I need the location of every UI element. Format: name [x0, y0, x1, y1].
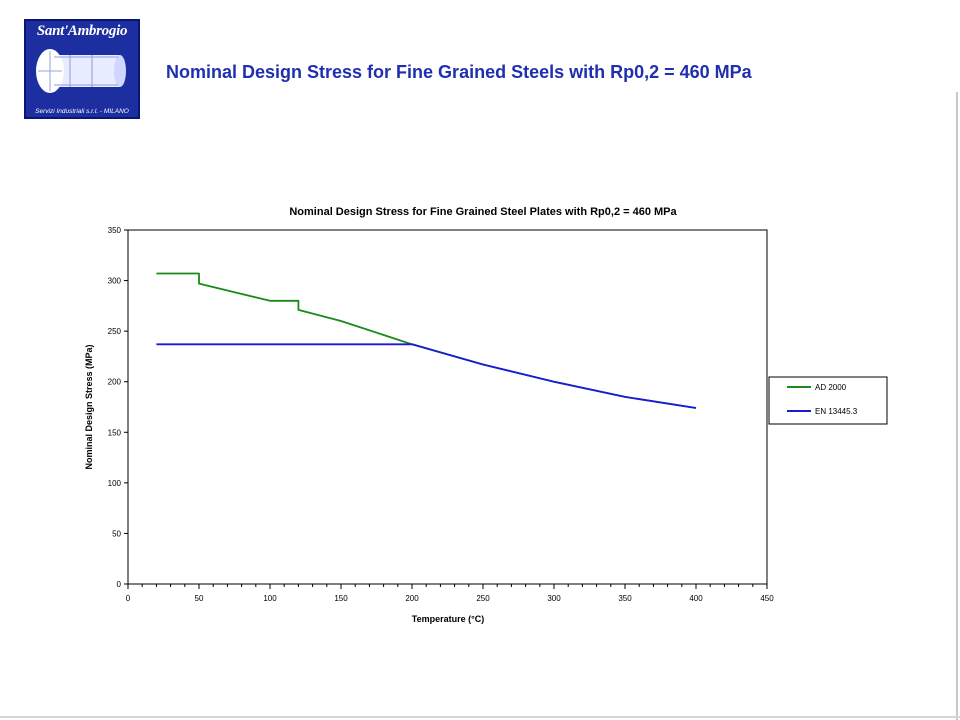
x-tick-label: 350: [618, 594, 632, 603]
heat-exchanger-icon: [36, 49, 126, 93]
y-tick-label: 300: [108, 277, 122, 286]
y-tick-label: 350: [108, 226, 122, 235]
y-tick-label: 0: [117, 580, 122, 589]
series-line-ad2000: [156, 272, 697, 409]
x-tick-label: 100: [263, 594, 277, 603]
legend-label-ad2000: AD 2000: [815, 383, 847, 392]
y-tick-label: 50: [112, 529, 121, 538]
logo-subtitle: Servizi Industriali s.r.l. - MILANO: [35, 108, 129, 115]
legend-box: [768, 376, 888, 425]
x-axis-label: Temperature (°C): [412, 614, 484, 624]
x-axis-ticks: 0 50 100 150 200 250 300 350 400 450: [126, 584, 774, 603]
chart-title: Nominal Design Stress for Fine Grained S…: [289, 206, 677, 218]
legend: AD 2000 EN 13445.3: [768, 376, 888, 425]
x-tick-label: 450: [760, 594, 774, 603]
x-tick-label: 300: [547, 594, 561, 603]
plot-area-frame: [127, 229, 768, 585]
x-tick-label: 200: [405, 594, 419, 603]
bottom-border-line: [0, 716, 960, 718]
series-lines: [156, 272, 697, 409]
y-tick-label: 150: [108, 428, 122, 437]
y-axis-label: Nominal Design Stress (MPa): [84, 344, 94, 469]
y-tick-label: 200: [108, 378, 122, 387]
design-stress-chart: Nominal Design Stress for Fine Grained S…: [84, 206, 888, 624]
page-title: Nominal Design Stress for Fine Grained S…: [166, 62, 752, 82]
x-tick-label: 150: [334, 594, 348, 603]
x-tick-label: 50: [195, 594, 204, 603]
x-tick-label: 0: [126, 594, 131, 603]
logo-name: Sant'Ambrogio: [36, 23, 128, 39]
x-tick-label: 400: [689, 594, 703, 603]
x-tick-label: 250: [476, 594, 490, 603]
y-tick-label: 100: [108, 479, 122, 488]
right-border-line: [956, 92, 958, 720]
company-logo: Sant'Ambrogio Servizi Industriali s.r.l.…: [24, 19, 140, 119]
y-tick-label: 250: [108, 327, 122, 336]
legend-label-en13445: EN 13445.3: [815, 407, 858, 416]
y-axis-ticks: 0 50 100 150 200 250 300 350: [108, 226, 128, 589]
series-line-en13445: [156, 343, 697, 409]
